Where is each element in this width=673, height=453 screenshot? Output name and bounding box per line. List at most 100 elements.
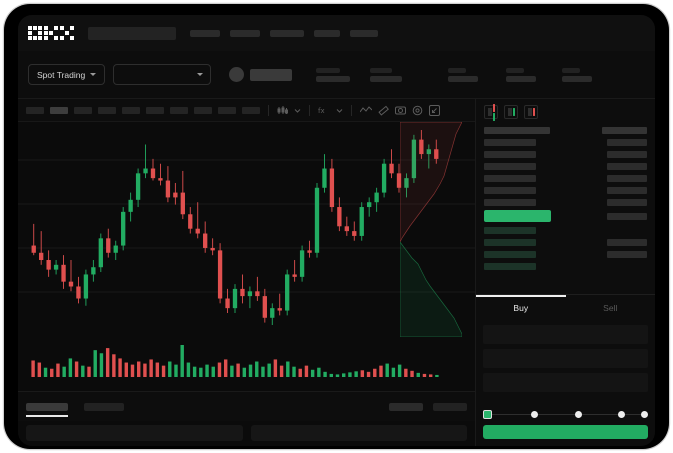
orders-tab-bar (18, 391, 475, 421)
timeframe-3[interactable] (98, 106, 116, 114)
line-chart-icon[interactable] (360, 106, 372, 114)
okx-logo[interactable] (28, 26, 74, 40)
orders-action-1[interactable] (433, 402, 467, 411)
nav-item-1[interactable] (230, 29, 260, 37)
nav-item-2[interactable] (270, 29, 304, 37)
trading-mode-selector[interactable]: Spot Trading (28, 64, 106, 85)
order-book-bids-icon[interactable] (504, 105, 518, 119)
stat-label (506, 67, 525, 73)
depth-chart-overlay (400, 122, 462, 337)
candlestick-series (31, 130, 439, 325)
order-book-asks-icon[interactable] (524, 105, 538, 119)
indicators-icon[interactable]: fx (318, 106, 330, 115)
chevron-down-icon[interactable] (336, 108, 343, 113)
order-book-panel (475, 99, 655, 294)
ruler-icon[interactable] (378, 105, 389, 116)
chevron-down-icon (197, 73, 204, 76)
tab-sell[interactable]: Sell (603, 302, 618, 313)
stat-block-2 (448, 67, 479, 82)
order-field-2[interactable] (483, 373, 648, 392)
trading-mode-label: Spot Trading (37, 69, 86, 80)
stat-block-0 (316, 67, 351, 82)
order-field-0[interactable] (483, 325, 648, 344)
stat-value (448, 75, 479, 82)
timeframe-8[interactable] (218, 106, 236, 114)
candlestick-icon[interactable] (277, 105, 288, 115)
bottom-tab-1[interactable] (84, 402, 124, 411)
timeframe-6[interactable] (170, 106, 188, 114)
order-book-last-price[interactable] (484, 208, 647, 224)
stat-block-1 (370, 67, 403, 82)
price-chart[interactable] (18, 122, 475, 337)
timeframe-9[interactable] (242, 106, 260, 114)
buy-sell-tabs: Buy Sell (476, 295, 655, 320)
chevron-down-icon[interactable] (294, 108, 301, 113)
chevron-down-icon (90, 73, 97, 76)
trade-panel: Buy Sell (475, 294, 655, 446)
tab-buy[interactable]: Buy (476, 295, 566, 320)
nav-item-4[interactable] (350, 29, 378, 37)
bottom-tab-0[interactable] (26, 402, 68, 417)
slider-stop-25[interactable] (530, 410, 538, 418)
bottom-cell-1[interactable] (250, 425, 467, 441)
stat-block-4 (562, 67, 593, 82)
timeframe-5[interactable] (146, 106, 164, 114)
toolbar-divider (268, 104, 269, 116)
search-input[interactable] (88, 26, 176, 40)
order-book-bid-row[interactable] (484, 260, 647, 272)
order-book-bid-row[interactable] (484, 236, 647, 248)
nav-item-3[interactable] (314, 29, 340, 37)
fullscreen-icon[interactable] (429, 104, 440, 116)
stat-value (506, 75, 537, 82)
camera-icon[interactable] (395, 105, 406, 115)
stat-value (562, 75, 593, 82)
svg-text:fx: fx (318, 107, 325, 115)
order-book-ask-row[interactable] (484, 148, 647, 160)
order-book-bid-row[interactable] (484, 224, 647, 236)
submit-buy-button[interactable] (483, 425, 648, 439)
volume-chart (18, 337, 475, 391)
sub-header: Spot Trading (18, 51, 655, 99)
timeframe-7[interactable] (194, 106, 212, 114)
device-frame: Spot Trading (4, 4, 669, 449)
stat-label (562, 67, 581, 73)
nav-items (190, 29, 378, 37)
stat-value (316, 75, 351, 82)
order-book-ask-row[interactable] (484, 136, 647, 148)
bottom-cell-0[interactable] (26, 425, 243, 441)
order-book-rows (476, 124, 655, 272)
orders-action-0[interactable] (389, 402, 423, 411)
timeframe-1[interactable] (50, 106, 68, 114)
last-price-block (250, 68, 293, 81)
chart-toolbar: fx (18, 99, 475, 122)
order-book-ask-row[interactable] (484, 196, 647, 208)
order-book-view-modes (476, 99, 655, 124)
order-book-header (484, 124, 647, 136)
pair-selector[interactable] (113, 64, 212, 85)
order-book-bid-row[interactable] (484, 248, 647, 260)
order-book-both-icon[interactable] (484, 103, 498, 121)
stat-label (448, 67, 467, 73)
order-book-ask-row[interactable] (484, 184, 647, 196)
slider-stop-75[interactable] (618, 410, 626, 418)
slider-stop-50[interactable] (575, 410, 583, 418)
settings-icon[interactable] (412, 105, 423, 116)
timeframe-4[interactable] (122, 106, 140, 114)
last-price-value (250, 68, 293, 81)
stat-value (370, 75, 403, 82)
slider-track (486, 413, 645, 415)
order-book-ask-row[interactable] (484, 172, 647, 184)
nav-item-0[interactable] (190, 29, 220, 37)
amount-percent-slider[interactable] (483, 409, 648, 419)
timeframe-0[interactable] (26, 106, 44, 114)
order-book-ask-row[interactable] (484, 160, 647, 172)
stat-label (316, 67, 341, 73)
order-field-1[interactable] (483, 349, 648, 368)
toolbar-divider (309, 104, 310, 116)
slider-stop-100[interactable] (641, 410, 648, 418)
stat-label (370, 67, 393, 73)
timeframe-2[interactable] (74, 106, 92, 114)
stat-block-3 (506, 67, 537, 82)
slider-handle[interactable] (483, 409, 492, 419)
bottom-bar (18, 421, 475, 446)
